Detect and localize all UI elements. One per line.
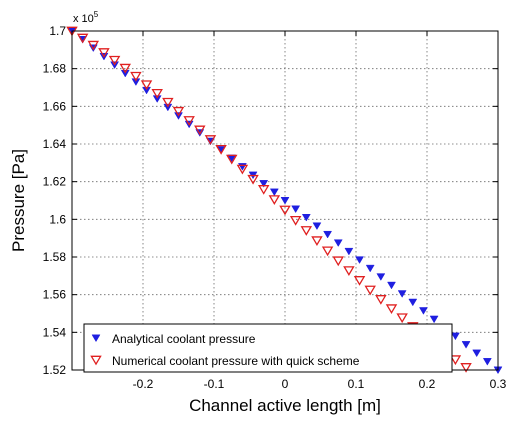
analytical-data-point <box>301 214 311 222</box>
legend-marker <box>91 334 101 343</box>
y-tick-label: 1.54 <box>43 325 67 339</box>
x-tick-label: 0 <box>282 377 289 391</box>
numerical-data-point <box>300 226 313 236</box>
analytical-data-point <box>376 273 386 281</box>
numerical-data-point <box>375 295 387 305</box>
y-tick-label: 1.56 <box>43 288 67 302</box>
analytical-data-point <box>131 78 141 86</box>
numerical-data-point <box>215 144 227 155</box>
x-axis-label: Channel active length [m] <box>189 396 381 415</box>
numerical-data-point <box>226 154 238 165</box>
numerical-data-point <box>87 40 100 51</box>
y-tick-label: 1.7 <box>49 24 66 38</box>
analytical-data-point <box>259 180 269 188</box>
analytical-data-point <box>344 247 354 256</box>
y-axis-label: Pressure [Pa] <box>9 149 28 252</box>
analytical-data-point <box>291 205 301 214</box>
x-tick-label: -0.2 <box>133 377 154 391</box>
numerical-data-point <box>268 195 281 205</box>
y-tick-label: 1.62 <box>43 175 67 189</box>
analytical-data-point <box>269 188 279 197</box>
numerical-data-point <box>130 71 142 82</box>
numerical-data-point <box>311 236 323 247</box>
numerical-data-point <box>140 80 153 91</box>
analytical-data-point <box>365 264 375 273</box>
analytical-data-point <box>387 281 396 290</box>
analytical-data-point <box>408 298 418 307</box>
legend-label: Numerical coolant pressure with quick sc… <box>112 354 360 368</box>
analytical-data-point <box>142 86 151 95</box>
x-tick-label: -0.1 <box>204 377 225 391</box>
y-tick-label: 1.64 <box>43 137 67 151</box>
numerical-data-point <box>76 33 89 44</box>
data-points <box>66 26 503 375</box>
numerical-data-point <box>257 185 270 195</box>
analytical-data-point <box>429 315 439 324</box>
numerical-data-point <box>183 116 195 126</box>
y-tick-label: 1.68 <box>43 62 67 76</box>
numerical-data-point <box>204 135 217 145</box>
x-tick-label: 0.2 <box>419 377 436 391</box>
analytical-data-point <box>450 332 460 341</box>
numerical-data-point <box>364 285 376 296</box>
analytical-data-point <box>397 290 407 298</box>
numerical-data-point <box>385 304 398 315</box>
numerical-data-point <box>321 246 334 257</box>
analytical-data-point <box>312 222 322 231</box>
numerical-data-point <box>172 106 185 117</box>
y-exponent-power: 5 <box>94 10 99 19</box>
analytical-data-point <box>152 95 162 103</box>
numerical-data-point <box>151 89 163 99</box>
numerical-data-point <box>98 48 110 58</box>
x-tick-label: 0.3 <box>490 377 507 391</box>
numerical-data-point <box>108 55 121 66</box>
legend: Analytical coolant pressure Numerical coo… <box>83 323 453 373</box>
numerical-data-point <box>460 363 472 373</box>
analytical-data-point <box>461 341 471 349</box>
numerical-data-point <box>353 276 366 286</box>
y-tick-label: 1.58 <box>43 250 67 264</box>
numerical-data-point <box>289 215 302 226</box>
analytical-data-point <box>120 69 130 78</box>
tick-labels: -0.2 -0.1 0 0.1 0.2 0.3 1.52 1.54 1.56 1.58 1.6 1.6… <box>43 24 507 391</box>
analytical-data-point <box>355 256 364 264</box>
legend-box <box>83 323 453 373</box>
numerical-data-point <box>279 205 291 216</box>
analytical-data-point <box>482 358 492 366</box>
numerical-data-point <box>449 355 462 366</box>
numerical-data-point <box>343 266 355 276</box>
legend-marker <box>90 355 102 366</box>
y-exponent-label: x 105 <box>73 10 99 25</box>
y-tick-label: 1.66 <box>43 99 67 113</box>
x-tick-label: 0.1 <box>348 377 365 391</box>
numerical-data-point <box>162 97 174 108</box>
analytical-data-point <box>333 239 343 247</box>
analytical-data-point <box>419 307 428 315</box>
y-exponent-base: x 10 <box>73 13 94 25</box>
y-tick-label: 1.52 <box>43 363 67 377</box>
numerical-data-point <box>236 164 249 175</box>
analytical-data-point <box>323 230 333 239</box>
numerical-data-point <box>119 63 131 74</box>
numerical-data-point <box>194 125 206 136</box>
numerical-data-point <box>396 313 408 324</box>
legend-label: Analytical coolant pressure <box>112 332 256 346</box>
numerical-data-point <box>332 256 344 267</box>
numerical-data-point <box>247 174 259 185</box>
analytical-data-point <box>280 197 290 205</box>
analytical-data-point <box>472 349 482 358</box>
y-tick-label: 1.6 <box>49 212 66 226</box>
